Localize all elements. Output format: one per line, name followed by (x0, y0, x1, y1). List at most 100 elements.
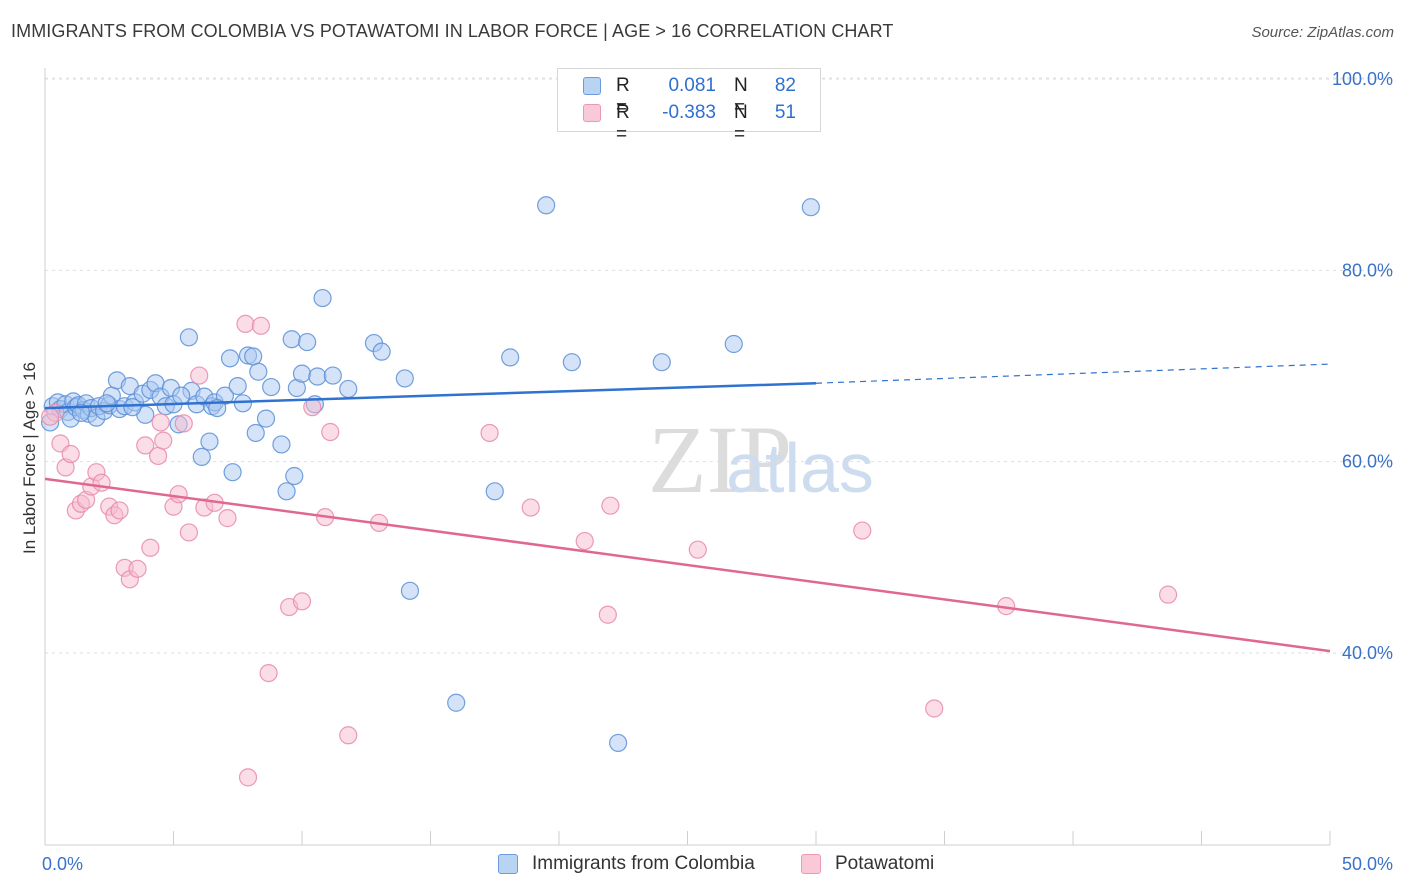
potawatomi-point (218, 509, 237, 528)
axes (44, 68, 1331, 846)
potawatomi-point (853, 521, 872, 540)
colombia-point (249, 362, 268, 381)
n-label: N = (734, 75, 748, 118)
potawatomi-point (136, 436, 155, 455)
colombia-point (323, 366, 342, 385)
grid-lines (45, 77, 1392, 654)
colombia-point (609, 733, 628, 753)
colombia-point (262, 377, 281, 397)
potawatomi-point (174, 414, 193, 433)
colombia-trend-extension (815, 363, 1331, 384)
colombia-point (285, 466, 304, 486)
colombia-point (801, 198, 820, 217)
potawatomi-point (292, 592, 312, 611)
colombia-point (228, 376, 247, 396)
potawatomi-point (148, 446, 168, 466)
potawatomi-point (179, 523, 199, 542)
colombia-point (485, 482, 504, 501)
potawatomi-point (688, 540, 707, 559)
potawatomi-point (154, 431, 173, 450)
potawatomi-point (236, 314, 255, 334)
colombia-point (123, 398, 142, 417)
potawatomi-point (1158, 585, 1178, 604)
colombia-point (97, 394, 116, 413)
colombia-point (223, 463, 242, 482)
colombia-point (562, 353, 581, 372)
n-value: 82 (774, 75, 796, 96)
colombia-point (192, 447, 211, 466)
potawatomi-point (238, 768, 258, 787)
r-label: R = (616, 102, 630, 145)
colombia-point (501, 348, 520, 367)
colombia-point (313, 288, 332, 308)
colombia-swatch (498, 854, 518, 874)
potawatomi-point (575, 531, 594, 551)
colombia-point (400, 581, 420, 600)
watermark-atlas: atlas (726, 429, 874, 507)
n-label: N = (734, 102, 748, 145)
potawatomi-point (259, 663, 278, 683)
colombia-point (447, 693, 466, 712)
colombia-point (244, 347, 263, 366)
colombia-point (272, 435, 291, 454)
colombia-swatch (583, 77, 601, 95)
colombia-point (246, 423, 265, 443)
potawatomi-swatch (583, 104, 601, 122)
potawatomi-point (925, 699, 944, 718)
legend-label-potawatomi: Potawatomi (835, 853, 935, 874)
n-value: 51 (774, 102, 796, 123)
trend-lines (44, 363, 1331, 653)
colombia-point (71, 403, 91, 422)
potawatomi-point (141, 538, 160, 557)
source-label: Source: ZipAtlas.com (1251, 24, 1394, 41)
colombia-point (724, 334, 743, 354)
colombia-point (652, 353, 671, 372)
potawatomi-trend-line (44, 477, 1331, 653)
colombia-point (308, 367, 327, 386)
colombia-point (292, 364, 312, 383)
potawatomi-point (601, 496, 620, 515)
potawatomi-point (190, 366, 209, 385)
r-value: -0.383 (662, 102, 716, 123)
colombia-trend-line (44, 381, 817, 410)
potawatomi-point (92, 473, 111, 492)
colombia-point (233, 394, 252, 413)
r-label: R = (616, 75, 630, 118)
potawatomi-point (480, 423, 499, 443)
colombia-point (277, 482, 296, 501)
potawatomi-point (128, 559, 147, 578)
potawatomi-swatch (801, 854, 821, 874)
x-tick-label: 50.0% (1342, 854, 1393, 874)
colombia-point (372, 342, 391, 361)
colombia-point (395, 369, 414, 388)
potawatomi-point (339, 726, 358, 745)
r-value: 0.081 (668, 75, 716, 96)
colombia-point (179, 328, 199, 347)
colombia-point (200, 432, 219, 451)
watermark-zip: ZIP (648, 406, 792, 513)
colombia-point (282, 330, 301, 349)
colombia-point (537, 196, 556, 215)
y-tick-label: 40.0% (1342, 643, 1393, 663)
colombia-point (172, 386, 191, 405)
potawatomi-point (521, 498, 540, 517)
potawatomi-point (303, 398, 322, 417)
colombia-point (220, 349, 240, 368)
colombia-point (298, 332, 317, 352)
potawatomi-point (61, 444, 80, 464)
potawatomi-point (251, 316, 270, 335)
potawatomi-point (151, 413, 170, 432)
y-tick-label: 100.0% (1332, 69, 1393, 89)
legend-label-colombia: Immigrants from Colombia (532, 853, 755, 874)
series-potawatomi-points (41, 314, 1178, 787)
colombia-point (339, 379, 358, 399)
potawatomi-point (598, 605, 617, 624)
x-tick-label: 0.0% (42, 854, 83, 874)
correlation-legend: R = 0.081 N = 82 R = -0.383 N = 51 (557, 68, 821, 145)
y-tick-label: 60.0% (1342, 452, 1393, 472)
potawatomi-point (41, 407, 60, 426)
tick-labels: 40.0% 60.0% 80.0% 100.0% 0.0% 50.0% (42, 69, 1393, 874)
potawatomi-point (110, 501, 129, 520)
y-tick-label: 80.0% (1342, 260, 1393, 280)
